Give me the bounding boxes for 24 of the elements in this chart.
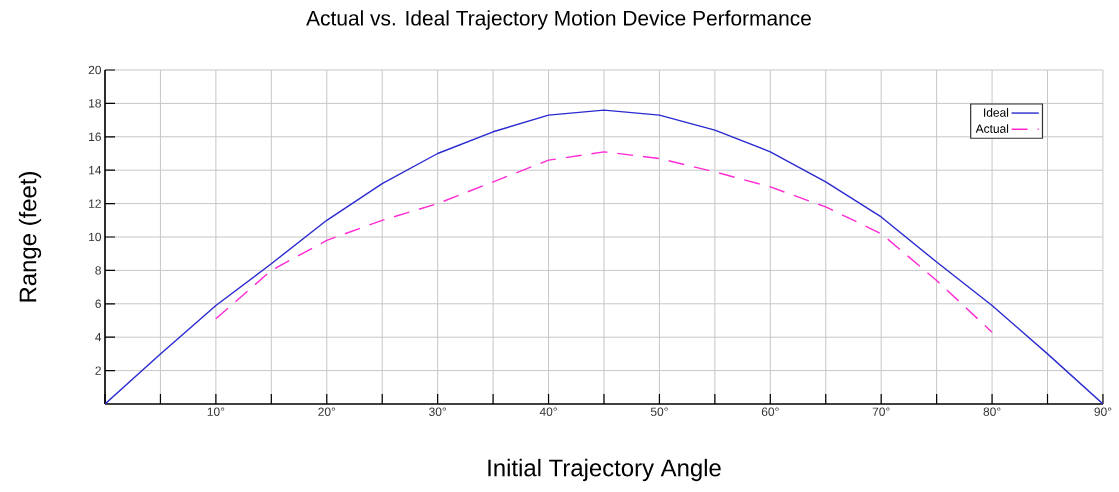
y-tick-label: 2 [95,366,101,375]
x-tick-label: 20° [318,407,336,416]
y-tick-label: 14 [89,166,102,175]
y-tick-label: 6 [95,299,101,309]
legend-label: Actual [975,124,1009,133]
y-tick-label: 8 [95,266,101,275]
x-tick-label: 30° [429,407,446,416]
x-tick-label: 40° [539,407,557,416]
y-tick-label: 16 [89,132,101,142]
y-tick-label: 10 [89,232,102,242]
y-tick-label: 12 [89,199,101,208]
y-tick-label: 20 [88,65,102,75]
legend-label: Ideal [984,107,1009,117]
x-axis-title: Initial Trajectory Angle [488,458,721,482]
x-tick-label: 10° [207,407,225,416]
y-tick-label: 4 [95,333,102,342]
chart-title: Actual vs. Ideal Trajectory Motion Device Performance [306,10,811,30]
y-axis-title: Range (feet) [18,172,42,302]
x-tick-label: 70° [872,407,890,416]
x-tick-label: 80° [983,407,1001,416]
x-tick-label: 50° [650,407,668,416]
x-tick-label: 60° [761,407,779,416]
x-tick-label: 90° [1094,407,1112,416]
y-tick-label: 18 [89,99,101,108]
